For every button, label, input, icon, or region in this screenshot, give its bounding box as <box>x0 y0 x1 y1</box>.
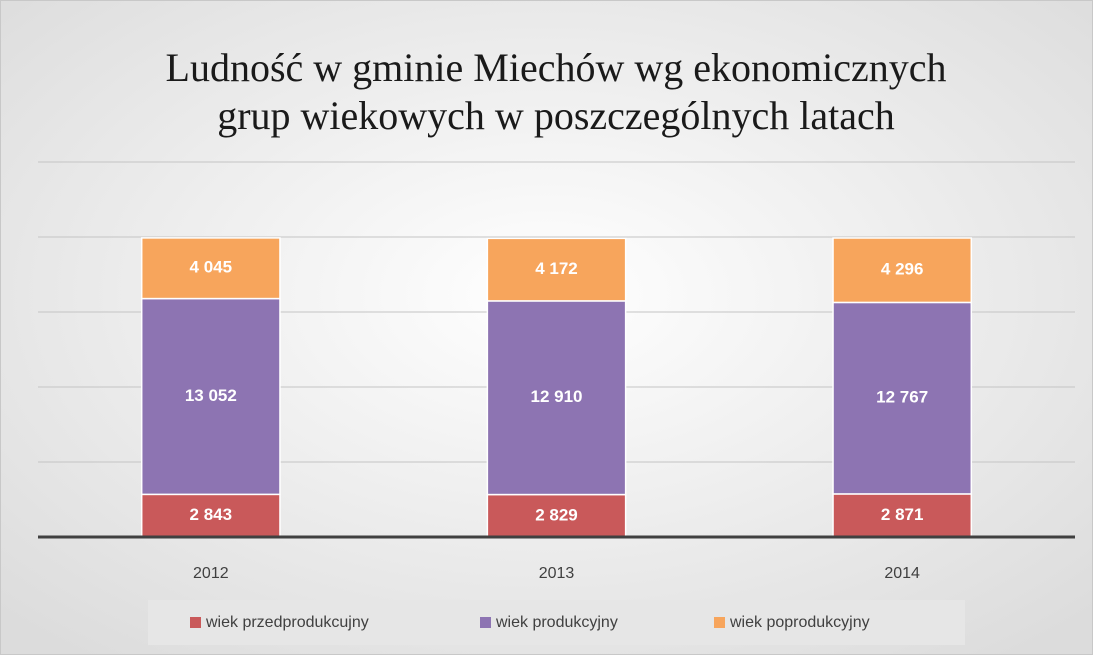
data-label: 12 910 <box>531 387 583 406</box>
chart-title: grup wiekowych w poszczególnych latach <box>217 93 895 138</box>
legend-swatch <box>480 617 491 628</box>
bar-segment <box>486 237 627 302</box>
x-tick-label: 2014 <box>884 565 920 582</box>
bar-segment <box>486 493 627 538</box>
legend-box <box>148 600 965 645</box>
chart-title: Ludność w gminie Miechów wg ekonomicznyc… <box>166 45 947 90</box>
bar-segment <box>832 237 973 304</box>
data-label: 2 871 <box>881 505 924 524</box>
bar-segment <box>140 297 281 496</box>
bar-segment <box>832 493 973 538</box>
data-label: 13 052 <box>185 386 237 405</box>
data-label: 4 172 <box>535 259 578 278</box>
legend-swatch <box>190 617 201 628</box>
legend-label: wiek poprodukcyjny <box>729 614 870 631</box>
bar-segment <box>832 301 973 495</box>
legend-label: wiek przedprodukcujny <box>205 614 369 631</box>
legend-swatch <box>714 617 725 628</box>
bar-segment <box>140 237 281 300</box>
x-tick-label: 2013 <box>539 565 575 582</box>
data-label: 2 843 <box>190 505 233 524</box>
data-label: 4 296 <box>881 260 924 279</box>
data-label: 2 829 <box>535 505 578 524</box>
x-tick-label: 2012 <box>193 565 229 582</box>
bar-segment <box>486 300 627 496</box>
data-label: 4 045 <box>190 258 233 277</box>
legend-label: wiek produkcyjny <box>495 614 618 631</box>
data-label: 12 767 <box>876 388 928 407</box>
